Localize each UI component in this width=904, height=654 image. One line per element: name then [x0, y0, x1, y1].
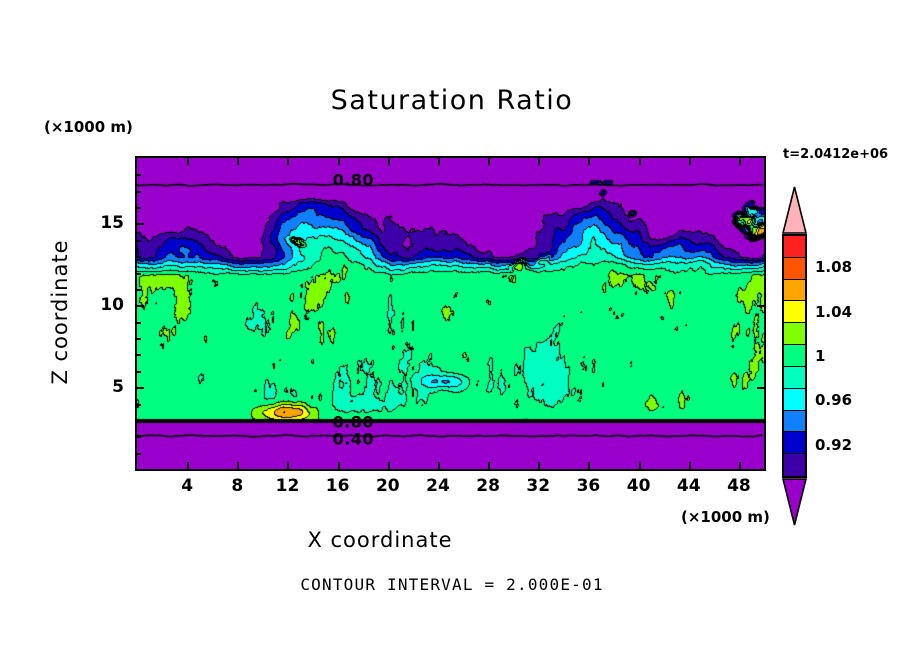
x-tick-label: 44 — [676, 476, 701, 496]
y-axis-minor-tick — [137, 288, 141, 291]
x-axis-tick-top — [538, 158, 541, 165]
x-axis-tick-top — [287, 158, 290, 165]
y-axis-minor-tick — [137, 207, 141, 210]
x-tick-label: 16 — [325, 476, 350, 496]
colorbar-band — [784, 432, 805, 455]
y-axis-minor-tick — [137, 403, 141, 406]
colorbar-band — [784, 323, 805, 346]
x-axis-units-label: (×1000 m) — [681, 508, 770, 526]
contour-interval-caption: CONTOUR INTERVAL = 2.000E-01 — [300, 575, 604, 594]
contour-level-label: 0.80 — [332, 170, 375, 190]
x-axis-tick — [488, 462, 491, 469]
x-tick-label: 12 — [275, 476, 300, 496]
x-axis-tick-top — [488, 158, 491, 165]
y-axis-minor-tick — [137, 239, 141, 242]
x-tick-label: 36 — [576, 476, 601, 496]
x-tick-label: 48 — [727, 476, 751, 496]
colorbar-tick-label: 1 — [815, 347, 826, 365]
x-axis-tick — [538, 462, 541, 469]
x-axis-tick-top — [187, 158, 190, 165]
x-tick-label: 32 — [526, 476, 551, 496]
y-axis-tick — [137, 387, 144, 390]
colorbar-band — [784, 345, 805, 367]
colorbar-band — [784, 388, 805, 411]
x-axis-tick-top — [688, 158, 691, 165]
x-axis-tick — [237, 462, 240, 469]
x-tick-label: 28 — [476, 476, 500, 496]
x-axis-tick — [437, 462, 440, 469]
y-axis-minor-tick — [137, 272, 141, 275]
colorbar-tick-label: 1.08 — [815, 258, 853, 277]
page-title: Saturation Ratio — [330, 85, 574, 116]
x-axis-tick — [287, 462, 290, 469]
x-axis-tick-top — [738, 158, 741, 165]
x-axis-tick — [387, 462, 390, 469]
colorbar-band — [784, 454, 805, 476]
y-axis-minor-tick — [137, 419, 141, 422]
x-axis-tick — [588, 462, 591, 469]
x-tick-label: 20 — [375, 476, 400, 496]
y-axis-minor-tick — [137, 338, 141, 341]
y-tick-label: 5 — [112, 377, 124, 398]
y-axis-tick — [137, 305, 144, 308]
y-axis-tick — [137, 223, 144, 226]
x-axis-tick-top — [588, 158, 591, 165]
colorbar-bottom-arrow — [782, 478, 807, 526]
x-axis-tick — [688, 462, 691, 469]
contour-level-label: 0.80 — [332, 412, 375, 432]
y-axis-title: Z coordinate — [48, 239, 72, 385]
y-axis-units-label: (×1000 m) — [44, 118, 133, 136]
x-tick-label: 4 — [181, 476, 194, 496]
colorbar-band — [784, 279, 805, 302]
colorbar-top-arrow — [782, 186, 807, 234]
x-axis-tick-top — [337, 158, 340, 165]
x-axis-tick — [738, 462, 741, 469]
y-tick-label: 10 — [100, 295, 124, 316]
colorbar-band — [784, 410, 805, 433]
colorbar-band — [784, 301, 805, 324]
x-tick-label: 40 — [626, 476, 651, 496]
y-axis-minor-tick — [137, 174, 141, 177]
x-axis-tick — [187, 462, 190, 469]
colorbar[interactable]: 1.08 1.04 1 0.96 0.92 — [779, 186, 852, 526]
contour-plot-area[interactable]: 0.80 0.80 0.40 — [135, 156, 766, 471]
y-axis-tick-right — [757, 223, 764, 226]
y-axis-minor-tick — [137, 370, 141, 373]
colorbar-tick-label: 0.92 — [815, 435, 853, 454]
y-axis-minor-tick — [137, 256, 141, 259]
x-axis-tick — [337, 462, 340, 469]
contour-level-label: 0.40 — [332, 429, 375, 449]
time-annotation: t=2.0412e+06 — [783, 147, 889, 162]
x-axis-tick-top — [638, 158, 641, 165]
contour-field-canvas — [137, 158, 764, 469]
y-axis-minor-tick — [137, 436, 141, 439]
y-axis-minor-tick — [137, 190, 141, 193]
colorbar-bands — [782, 234, 807, 478]
y-tick-label: 15 — [100, 213, 124, 234]
x-tick-label: 24 — [426, 476, 450, 496]
colorbar-tick-label: 1.04 — [815, 302, 853, 321]
x-axis-tick-top — [437, 158, 440, 165]
y-axis-tick-right — [757, 387, 764, 390]
x-tick-label: 8 — [231, 476, 244, 496]
colorbar-band — [784, 257, 805, 280]
colorbar-tick-label: 0.96 — [815, 391, 853, 410]
y-axis-minor-tick — [137, 452, 141, 455]
y-axis-minor-tick — [137, 354, 141, 357]
x-axis-tick-top — [237, 158, 240, 165]
y-axis-minor-tick — [137, 321, 141, 324]
x-axis-tick — [638, 462, 641, 469]
colorbar-band — [784, 236, 805, 258]
y-axis-tick-right — [757, 305, 764, 308]
x-axis-tick-top — [387, 158, 390, 165]
x-axis-title: X coordinate — [307, 528, 453, 552]
colorbar-band — [784, 366, 805, 389]
